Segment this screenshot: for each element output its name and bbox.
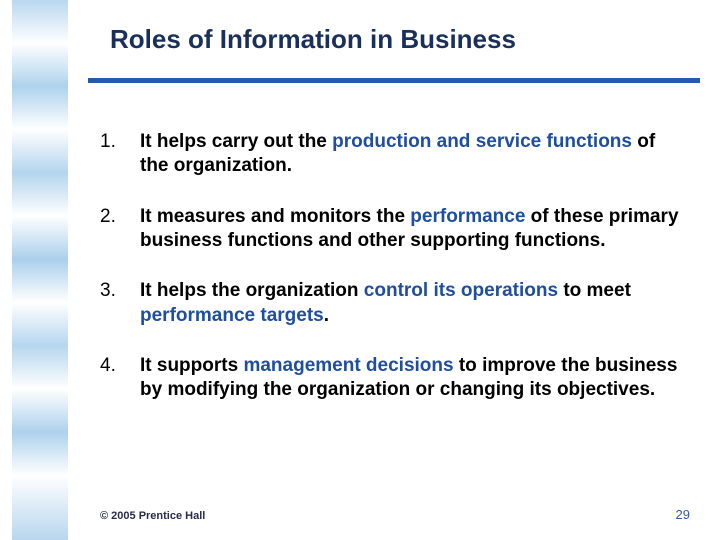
page-number: 29 (676, 507, 690, 522)
list-number: 1. (100, 130, 140, 179)
text-bold: It helps carry out the (140, 131, 332, 152)
text-accent: management decisions (243, 355, 453, 376)
list-item: 3. It helps the organization control its… (100, 279, 680, 328)
list-number: 2. (100, 205, 140, 254)
list-number: 4. (100, 354, 140, 403)
list-body: It supports management decisions to impr… (140, 354, 680, 403)
text-accent: performance (410, 206, 525, 227)
list-item: 2. It measures and monitors the performa… (100, 205, 680, 254)
list-item: 1. It helps carry out the production and… (100, 130, 680, 179)
list-body: It measures and monitors the performance… (140, 205, 680, 254)
text-bold: to meet (558, 280, 631, 301)
title-underline (88, 78, 700, 83)
text-bold: . (324, 305, 329, 326)
text-bold: It supports (140, 355, 243, 376)
copyright-text: © 2005 Prentice Hall (100, 510, 205, 522)
text-bold: It measures and monitors the (140, 206, 410, 227)
numbered-list: 1. It helps carry out the production and… (100, 130, 680, 429)
slide-footer: © 2005 Prentice Hall 29 (100, 507, 690, 522)
text-accent: production and service functions (332, 131, 632, 152)
text-accent: control its operations (364, 280, 558, 301)
slide-title: Roles of Information in Business (110, 24, 690, 55)
sidebar-decoration (12, 0, 68, 540)
list-body: It helps carry out the production and se… (140, 130, 680, 179)
text-accent: performance targets (140, 305, 324, 326)
list-body: It helps the organization control its op… (140, 279, 680, 328)
slide: Roles of Information in Business 1. It h… (0, 0, 720, 540)
text-bold: It helps the organization (140, 280, 364, 301)
list-number: 3. (100, 279, 140, 328)
list-item: 4. It supports management decisions to i… (100, 354, 680, 403)
